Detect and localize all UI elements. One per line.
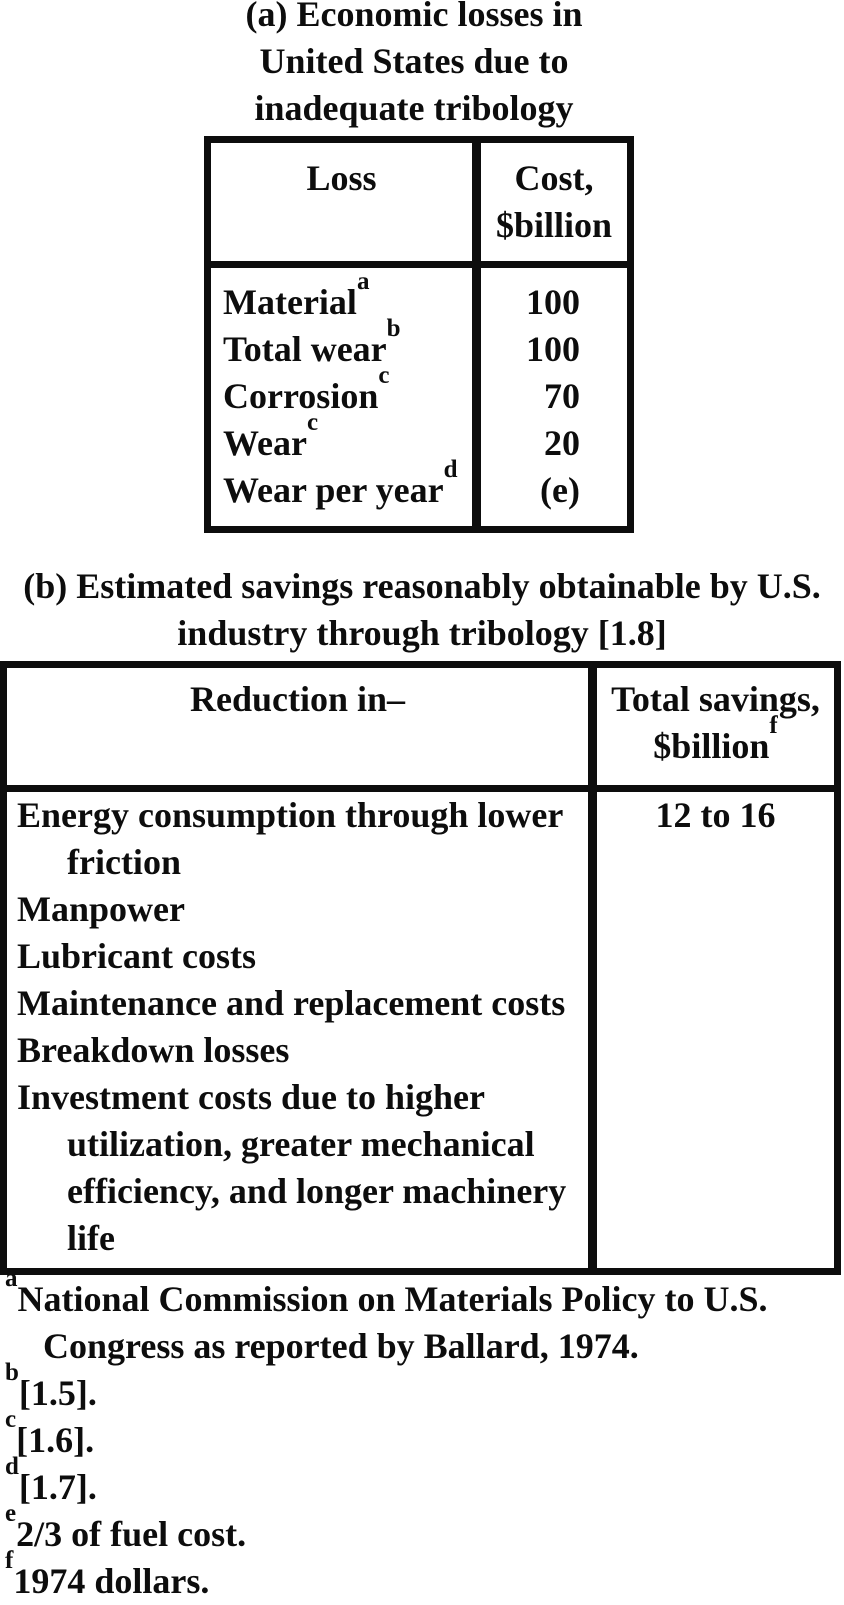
section-a-title-line-2: United States due to (259, 41, 569, 81)
table-b-body-line: Maintenance and replacement costs (17, 983, 566, 1023)
footnote-marker: b (386, 315, 401, 342)
table-b-body-line: life (67, 1218, 115, 1258)
table-a-row-label: Corrosionc (223, 362, 390, 416)
table-a-cell-value: 20 (544, 423, 580, 463)
table-a-header-loss-label: Loss (306, 158, 377, 198)
table-b-body-line: efficiency, and longer machinery (67, 1171, 567, 1211)
footnote-b: b[1.5]. (5, 1359, 97, 1413)
table-b-body-line: Lubricant costs (17, 936, 257, 976)
table-a-header-cost-line-1: Cost, (514, 158, 594, 198)
footnote-marker: d (5, 1453, 19, 1480)
table-b-header-savings-line-1: Total savings, (611, 679, 820, 719)
table-a-cell-value: 70 (544, 376, 580, 416)
table-a-row-label: Wearc (223, 409, 319, 463)
table-b-body-line: Breakdown losses (17, 1030, 290, 1070)
footnote-marker: a (5, 1265, 18, 1292)
table-a-body-values: 100 100 70 20 (e) (481, 268, 627, 526)
footnote-marker: e (5, 1500, 17, 1527)
section-b-title: (b) Estimated savings reasonably obtaina… (0, 563, 844, 657)
footnote-marker: c (378, 362, 390, 389)
table-a-cell-value: 100 (526, 329, 580, 369)
section-a-title-line-1: (a) Economic losses in (245, 0, 583, 34)
table-a-cell-value: 100 (526, 282, 580, 322)
section-a-title-line-3: inadequate tribology (254, 88, 574, 128)
table-b-header-reduction: Reduction in– (7, 668, 597, 792)
footnote-marker: c (5, 1406, 17, 1433)
table-a-cell-value: (e) (540, 470, 580, 510)
table-a-row-label: Total wearb (223, 315, 401, 369)
footnote-d: d[1.7]. (5, 1453, 97, 1507)
table-a-row-label: Wear per yeard (223, 456, 458, 510)
footnote-marker: a (356, 268, 370, 295)
table-a-header-cost: Cost, $billion (481, 143, 627, 268)
footnotes: aNational Commission on Materials Policy… (5, 1265, 841, 1605)
section-a-title: (a) Economic losses in United States due… (0, 0, 828, 132)
table-b-body-items: Energy consumption through lower frictio… (7, 792, 597, 1268)
footnote-a-continuation: Congress as reported by Ballard, 1974. (43, 1326, 639, 1366)
footnote-marker: f (769, 712, 778, 739)
table-a-header-loss: Loss (211, 143, 481, 268)
footnote-marker: b (5, 1359, 19, 1386)
footnote-f: f1974 dollars. (5, 1547, 210, 1601)
footnote-a: aNational Commission on Materials Policy… (5, 1265, 768, 1319)
table-b-body-line: Investment costs due to higher (17, 1077, 485, 1117)
footnote-marker: d (443, 456, 458, 483)
section-b-title-line-1: (b) Estimated savings reasonably obtaina… (23, 566, 821, 606)
table-b-body-line: Manpower (17, 889, 185, 929)
table-a-body-labels: Materiala Total wearb Corrosionc Wearc W… (211, 268, 481, 526)
table-b-header-savings-line-2: $billionf (653, 712, 778, 766)
table-b-header-savings: Total savings, $billionf (597, 668, 834, 792)
section-b-title-line-2: industry through tribology [1.8] (177, 613, 667, 653)
table-b-savings-value: 12 to 16 (655, 795, 776, 835)
table-b-body-line: utilization, greater mechanical (67, 1124, 535, 1164)
footnote-marker: f (5, 1547, 14, 1574)
table-a-economic-losses: Loss Cost, $billion Materiala Total wear… (204, 136, 634, 533)
table-b-estimated-savings: Reduction in– Total savings, $billionf E… (0, 661, 841, 1275)
table-b-body-line: friction (67, 842, 181, 882)
table-b-header-reduction-label: Reduction in– (189, 679, 406, 719)
footnote-c: c[1.6]. (5, 1406, 95, 1460)
table-a-row-label: Materiala (223, 268, 370, 322)
footnote-marker: c (306, 409, 319, 436)
footnote-e: e2/3 of fuel cost. (5, 1500, 247, 1554)
table-a-header-cost-line-2: $billion (495, 205, 613, 245)
table-b-body-line: Energy consumption through lower (17, 795, 564, 835)
